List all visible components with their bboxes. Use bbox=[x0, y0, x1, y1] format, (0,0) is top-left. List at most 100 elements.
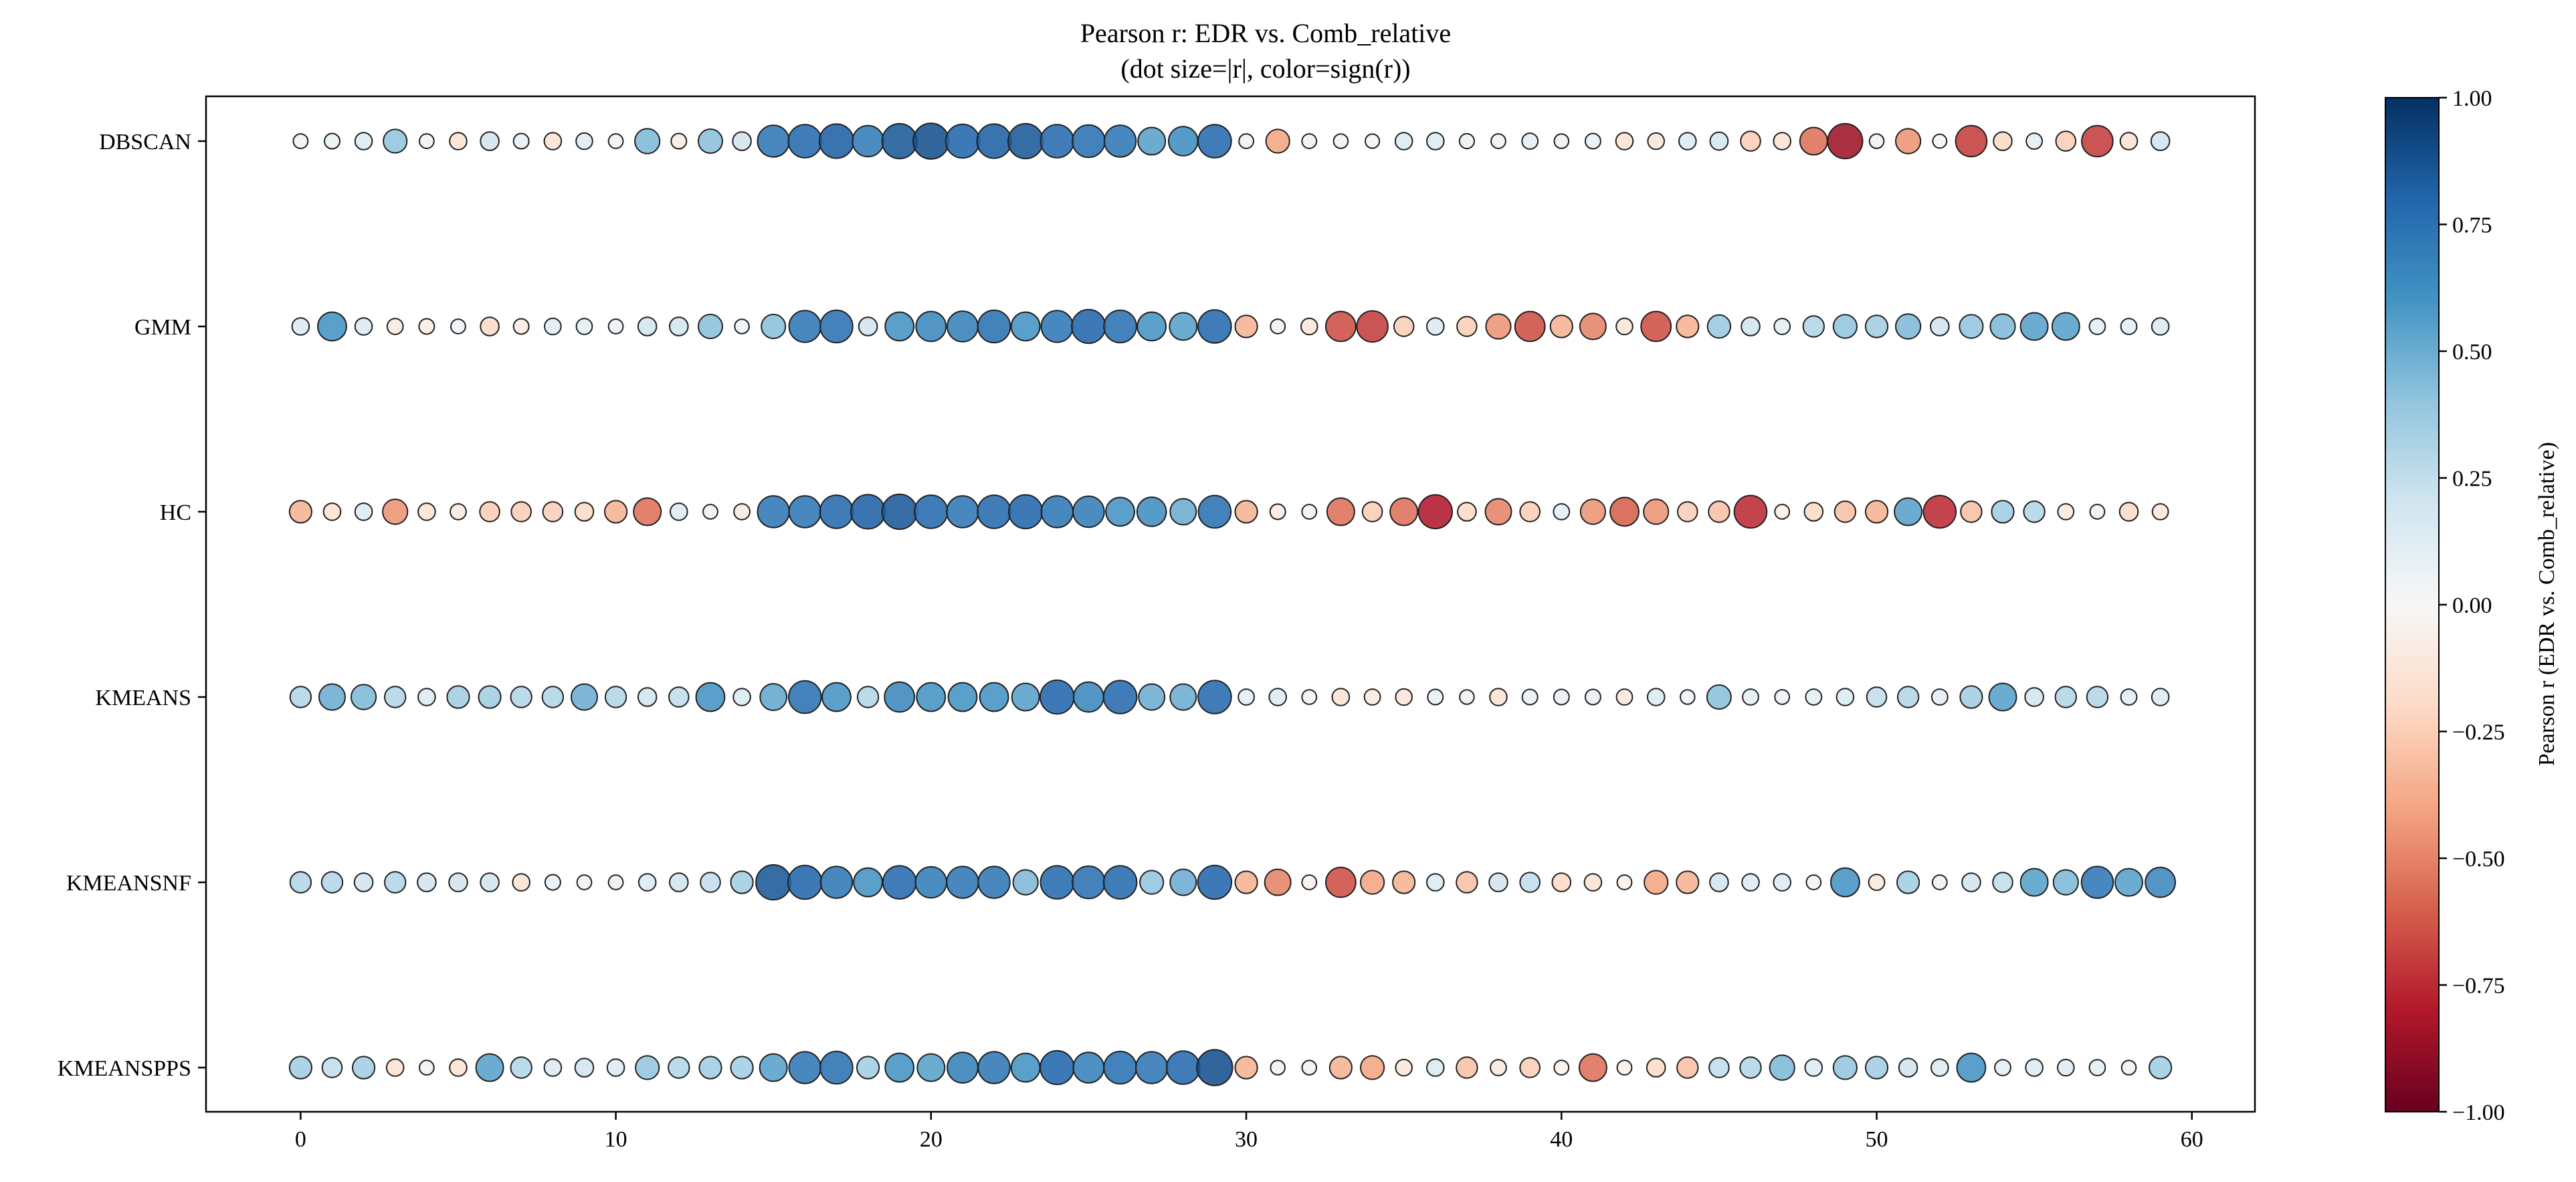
data-point bbox=[479, 501, 500, 522]
data-point bbox=[1039, 124, 1075, 159]
data-point bbox=[289, 686, 312, 708]
data-point bbox=[1804, 1058, 1823, 1077]
x-tick-label: 60 bbox=[2181, 1127, 2203, 1152]
data-point bbox=[1955, 124, 1988, 158]
colorbar bbox=[2385, 97, 2440, 1112]
data-point bbox=[977, 866, 1011, 899]
data-point bbox=[1301, 874, 1318, 890]
data-point bbox=[856, 1056, 880, 1080]
data-point bbox=[543, 1058, 563, 1077]
data-point bbox=[320, 871, 344, 894]
data-point bbox=[1803, 502, 1824, 522]
data-point bbox=[542, 501, 564, 522]
data-point bbox=[1135, 1051, 1169, 1084]
data-point bbox=[512, 318, 530, 335]
data-point bbox=[1647, 132, 1665, 151]
data-point bbox=[1579, 312, 1607, 340]
data-point bbox=[1365, 133, 1381, 149]
data-point bbox=[695, 682, 726, 712]
data-point bbox=[1676, 1056, 1699, 1079]
data-point bbox=[1832, 314, 1858, 339]
data-point bbox=[1270, 1060, 1286, 1076]
data-point bbox=[2025, 1058, 2044, 1077]
data-point bbox=[2088, 1059, 2106, 1076]
data-point bbox=[2151, 688, 2170, 706]
data-point bbox=[702, 504, 718, 520]
data-point bbox=[571, 683, 598, 711]
data-point bbox=[1008, 494, 1044, 530]
data-point bbox=[732, 688, 751, 706]
data-point bbox=[1739, 1056, 1762, 1079]
data-point bbox=[512, 132, 530, 150]
data-point bbox=[850, 494, 886, 530]
data-point bbox=[2081, 124, 2114, 158]
data-point bbox=[669, 872, 689, 892]
data-point bbox=[289, 871, 312, 894]
data-point bbox=[1484, 498, 1512, 526]
data-point bbox=[1072, 124, 1106, 159]
data-point bbox=[1959, 685, 1983, 709]
data-point bbox=[1456, 316, 1478, 337]
data-point bbox=[1012, 869, 1039, 896]
data-point bbox=[1427, 688, 1444, 706]
data-point bbox=[419, 133, 435, 149]
data-point bbox=[1490, 133, 1506, 149]
data-point bbox=[1773, 318, 1791, 335]
data-point bbox=[2120, 1060, 2137, 1076]
data-point bbox=[1895, 313, 1922, 340]
data-point bbox=[1395, 688, 1413, 706]
data-point bbox=[1769, 1054, 1795, 1081]
data-point bbox=[606, 1058, 625, 1077]
data-point bbox=[1301, 133, 1318, 149]
data-point bbox=[1802, 315, 1825, 338]
data-point bbox=[1197, 680, 1232, 714]
data-point bbox=[947, 1052, 979, 1084]
chart-subtitle: (dot size=|r|, color=sign(r)) bbox=[1120, 54, 1410, 84]
data-point bbox=[1579, 498, 1606, 525]
data-point bbox=[1553, 133, 1570, 149]
data-point bbox=[1426, 873, 1445, 892]
data-point bbox=[1646, 1058, 1666, 1078]
data-point bbox=[1040, 310, 1074, 343]
data-point bbox=[417, 502, 436, 521]
data-point bbox=[787, 864, 823, 900]
data-point bbox=[1039, 1050, 1075, 1086]
data-point bbox=[1326, 497, 1355, 526]
data-point bbox=[417, 872, 437, 892]
data-point bbox=[788, 310, 822, 343]
data-point bbox=[1426, 317, 1445, 336]
data-point bbox=[1363, 688, 1381, 706]
data-point bbox=[634, 128, 661, 155]
data-point bbox=[788, 1051, 822, 1084]
colorbar-ticks: 1.00 0.75 0.50 0.25 0.00 −0.25 −0.50 −0.75 −1.00 bbox=[2439, 86, 2505, 1125]
data-point bbox=[1519, 501, 1541, 522]
y-tick-label: KMEANSNF bbox=[66, 871, 191, 896]
data-point bbox=[575, 318, 593, 335]
data-point bbox=[1609, 496, 1640, 527]
data-point bbox=[1234, 870, 1258, 894]
data-point bbox=[730, 1056, 754, 1080]
data-point bbox=[2119, 132, 2139, 151]
y-axis: DBSCAN GMM HC KMEANS KMEANSNF KMEANSPPS bbox=[58, 130, 206, 1081]
data-point bbox=[1139, 870, 1165, 895]
data-point bbox=[1332, 133, 1349, 149]
data-point bbox=[1395, 1058, 1413, 1077]
data-point bbox=[2055, 130, 2077, 152]
data-point bbox=[1238, 133, 1254, 149]
data-point bbox=[668, 686, 690, 708]
data-point bbox=[1898, 1058, 1918, 1078]
data-point bbox=[317, 311, 347, 342]
data-point bbox=[2150, 131, 2171, 151]
data-point bbox=[574, 502, 595, 522]
data-point bbox=[1168, 126, 1199, 157]
data-point bbox=[2120, 688, 2138, 706]
data-point bbox=[1234, 500, 1258, 524]
data-point bbox=[384, 686, 407, 708]
data-point bbox=[1930, 1058, 1949, 1077]
data-point bbox=[1392, 870, 1416, 894]
y-tick-label: KMEANS bbox=[95, 686, 191, 710]
data-point bbox=[1137, 126, 1167, 156]
data-point bbox=[1708, 500, 1730, 523]
data-point bbox=[946, 495, 979, 528]
